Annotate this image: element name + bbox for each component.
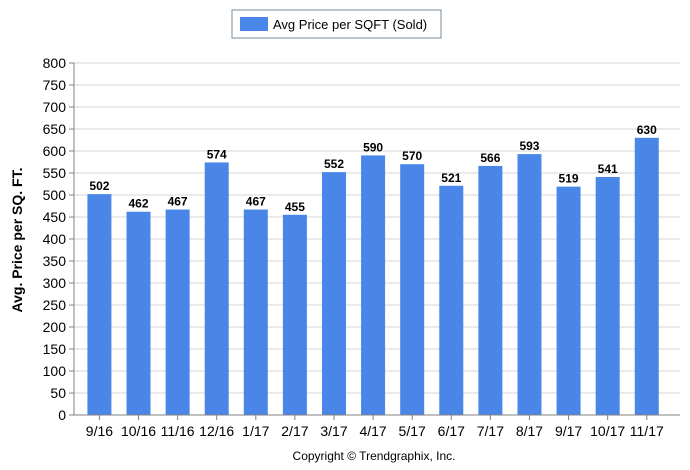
legend-label: Avg Price per SQFT (Sold) (273, 17, 427, 32)
bar-7-17 (478, 165, 503, 415)
data-label: 462 (128, 197, 148, 211)
x-tick-label: 2/17 (281, 423, 308, 439)
bar-12-16 (204, 162, 229, 415)
y-tick-label: 500 (43, 187, 67, 203)
y-axis-title: Avg. Price per SQ. FT. (9, 168, 25, 313)
x-tick-label: 9/17 (555, 423, 582, 439)
y-tick-label: 300 (43, 275, 67, 291)
x-tick-label: 11/17 (630, 423, 664, 439)
y-tick-label: 350 (43, 253, 67, 269)
y-tick-label: 750 (43, 77, 67, 93)
y-tick-label: 150 (43, 341, 67, 357)
y-tick-label: 200 (43, 319, 67, 335)
bar-5-17 (400, 164, 425, 415)
y-axis-ticks: 0 50 100 150 200 250 300 350 400 450 500 550 600 650 7… (43, 55, 74, 423)
x-axis-ticks: 9/16 10/16 11/16 12/16 1/17 2/17 3/17 4/17 5/17 6… (86, 415, 664, 439)
x-tick-label: 8/17 (516, 423, 543, 439)
data-label: 630 (637, 123, 657, 137)
bar-1-17 (243, 209, 268, 415)
x-tick-label: 10/16 (121, 423, 156, 439)
bar-10-16 (126, 211, 151, 415)
bar-3-17 (321, 172, 346, 415)
bar-10-17 (595, 176, 620, 415)
y-tick-label: 600 (43, 143, 67, 159)
data-labels: 502 462 467 574 467 455 552 590 570 521 566 593 519 5… (89, 123, 657, 214)
data-label: 552 (324, 157, 344, 171)
y-tick-label: 700 (43, 99, 67, 115)
x-tick-label: 4/17 (359, 423, 386, 439)
bar-2-17 (282, 214, 307, 415)
x-tick-label: 3/17 (320, 423, 347, 439)
data-label: 467 (168, 195, 188, 209)
y-tick-label: 450 (43, 209, 67, 225)
legend-swatch (240, 17, 268, 31)
data-label: 590 (363, 140, 383, 154)
x-tick-label: 1/17 (242, 423, 269, 439)
bars (87, 137, 659, 416)
data-label: 455 (285, 200, 305, 214)
bar-9-16 (87, 194, 112, 415)
y-tick-label: 650 (43, 121, 67, 137)
x-tick-label: 6/17 (438, 423, 465, 439)
data-label: 521 (441, 171, 461, 185)
y-tick-label: 400 (43, 231, 67, 247)
bar-9-17 (556, 186, 581, 415)
x-tick-label: 10/17 (590, 423, 625, 439)
data-label: 541 (598, 162, 618, 176)
data-label: 502 (89, 179, 109, 193)
x-tick-label: 12/16 (199, 423, 234, 439)
data-label: 593 (519, 139, 539, 153)
copyright-footer: Copyright © Trendgraphix, Inc. (293, 449, 456, 463)
y-tick-label: 100 (43, 363, 67, 379)
data-label: 467 (246, 195, 266, 209)
bar-11-17 (634, 137, 659, 416)
y-tick-label: 800 (43, 55, 67, 71)
x-tick-label: 5/17 (399, 423, 426, 439)
data-label: 570 (402, 149, 422, 163)
legend: Avg Price per SQFT (Sold) (231, 9, 442, 39)
y-tick-label: 550 (43, 165, 67, 181)
x-tick-label: 9/16 (86, 423, 113, 439)
y-tick-label: 0 (58, 407, 66, 423)
bar-4-17 (361, 155, 386, 415)
data-label: 574 (207, 147, 227, 161)
bar-6-17 (439, 185, 464, 415)
data-label: 519 (559, 172, 579, 186)
x-tick-label: 11/16 (161, 423, 195, 439)
bar-11-16 (165, 209, 190, 415)
x-tick-label: 7/17 (477, 423, 504, 439)
y-tick-label: 250 (43, 297, 67, 313)
bar-8-17 (517, 154, 542, 415)
y-tick-label: 50 (50, 385, 66, 401)
data-label: 566 (480, 151, 500, 165)
